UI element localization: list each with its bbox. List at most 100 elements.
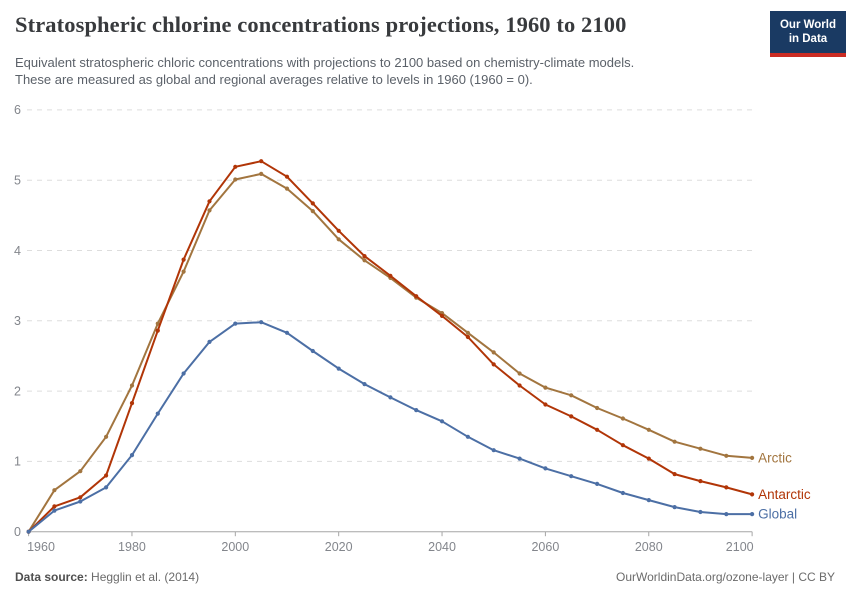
data-point bbox=[724, 485, 729, 490]
page-title: Stratospheric chlorine concentrations pr… bbox=[15, 12, 627, 37]
data-point bbox=[414, 294, 419, 299]
data-point bbox=[259, 171, 264, 176]
data-point bbox=[259, 320, 264, 325]
data-point bbox=[362, 254, 367, 259]
owid-credit-link[interactable]: OurWorldinData.org/ozone-layer | CC BY bbox=[616, 570, 835, 584]
data-point bbox=[336, 366, 341, 371]
data-point bbox=[465, 330, 470, 335]
data-point bbox=[620, 416, 626, 421]
data-point bbox=[207, 199, 212, 204]
data-point bbox=[620, 443, 626, 448]
series-line-arctic bbox=[27, 172, 754, 533]
data-point bbox=[465, 334, 470, 340]
y-tick-label-6: 6 bbox=[14, 103, 21, 117]
data-point bbox=[543, 402, 548, 407]
data-point bbox=[362, 382, 367, 387]
data-point bbox=[724, 453, 729, 458]
data-point bbox=[362, 258, 367, 263]
data-point bbox=[233, 177, 238, 182]
data-point bbox=[646, 498, 651, 503]
data-point bbox=[207, 208, 212, 213]
owid-logo-line2: in Data bbox=[788, 33, 828, 46]
x-tick-label-2080: 2080 bbox=[635, 540, 663, 554]
y-tick-label-1: 1 bbox=[14, 455, 21, 469]
data-point bbox=[414, 408, 419, 413]
data-point bbox=[129, 401, 135, 406]
legend-label-antarctic[interactable]: Antarctic bbox=[758, 487, 811, 502]
data-point bbox=[78, 499, 83, 504]
x-tick-label-2100: 2100 bbox=[726, 540, 754, 554]
data-point bbox=[259, 159, 264, 164]
data-point bbox=[750, 455, 755, 460]
data-point bbox=[595, 481, 600, 486]
data-point bbox=[310, 201, 315, 206]
data-point bbox=[388, 395, 393, 400]
data-point bbox=[517, 371, 522, 376]
x-tick-label-2020: 2020 bbox=[325, 540, 353, 554]
data-point bbox=[181, 371, 186, 376]
data-point bbox=[698, 479, 703, 484]
data-point bbox=[569, 474, 574, 479]
data-point bbox=[26, 529, 31, 534]
data-point bbox=[284, 174, 290, 179]
x-tick-label-1980: 1980 bbox=[118, 540, 146, 554]
y-tick-label-5: 5 bbox=[14, 174, 21, 188]
data-point bbox=[310, 209, 315, 214]
data-point bbox=[439, 419, 445, 424]
data-point bbox=[78, 495, 83, 500]
data-point bbox=[672, 505, 677, 510]
data-source-line: Data source: Hegglin et al. (2014) bbox=[15, 570, 199, 584]
data-point bbox=[491, 350, 496, 355]
data-point bbox=[724, 511, 729, 517]
data-point bbox=[543, 466, 548, 471]
data-point bbox=[104, 434, 109, 439]
x-axis: 1960 1980 2000 2020 2040 2060 2080 2100 bbox=[27, 531, 754, 554]
data-point bbox=[52, 504, 57, 509]
data-point bbox=[207, 339, 212, 344]
data-point bbox=[439, 313, 445, 318]
data-point bbox=[181, 269, 186, 274]
data-point bbox=[646, 456, 651, 461]
data-point bbox=[336, 237, 341, 242]
data-point bbox=[595, 427, 600, 432]
data-point bbox=[233, 321, 238, 326]
data-point bbox=[620, 490, 626, 496]
data-point bbox=[129, 453, 135, 458]
data-point bbox=[672, 472, 677, 477]
data-source-label: Data source: bbox=[15, 570, 88, 584]
data-point bbox=[155, 328, 160, 333]
series-points-arctic bbox=[26, 171, 755, 534]
data-point bbox=[52, 508, 57, 513]
x-tick-label-2000: 2000 bbox=[221, 540, 249, 554]
y-tick-label-4: 4 bbox=[14, 244, 21, 258]
x-tick-label-2040: 2040 bbox=[428, 540, 456, 554]
data-point bbox=[52, 488, 57, 493]
data-point bbox=[750, 511, 755, 517]
data-point bbox=[129, 383, 135, 388]
data-point bbox=[750, 492, 755, 497]
data-point bbox=[672, 439, 677, 444]
data-point bbox=[284, 186, 290, 191]
data-point bbox=[517, 383, 522, 388]
data-point bbox=[310, 348, 315, 354]
data-point bbox=[78, 469, 83, 474]
legend-label-global[interactable]: Global bbox=[758, 507, 797, 522]
data-point bbox=[595, 405, 600, 411]
subtitle-line-2: These are measured as global and regiona… bbox=[15, 71, 533, 87]
owid-logo[interactable]: Our World in Data bbox=[770, 11, 846, 57]
legend-label-arctic[interactable]: Arctic bbox=[758, 450, 792, 465]
data-point bbox=[284, 330, 290, 335]
data-point bbox=[155, 321, 160, 326]
y-tick-label-3: 3 bbox=[14, 314, 21, 328]
data-point bbox=[388, 273, 393, 278]
x-tick-label-2060: 2060 bbox=[531, 540, 559, 554]
series-arctic: Arctic bbox=[26, 171, 792, 534]
subtitle-line-1: Equivalent stratospheric chloric concent… bbox=[15, 55, 635, 70]
data-point bbox=[646, 427, 651, 432]
y-gridlines bbox=[27, 109, 753, 462]
data-point bbox=[698, 446, 703, 451]
data-point bbox=[543, 385, 548, 390]
data-source-value: Hegglin et al. (2014) bbox=[87, 570, 200, 584]
chart-subtitle: Equivalent stratospheric chloric concent… bbox=[15, 55, 775, 89]
